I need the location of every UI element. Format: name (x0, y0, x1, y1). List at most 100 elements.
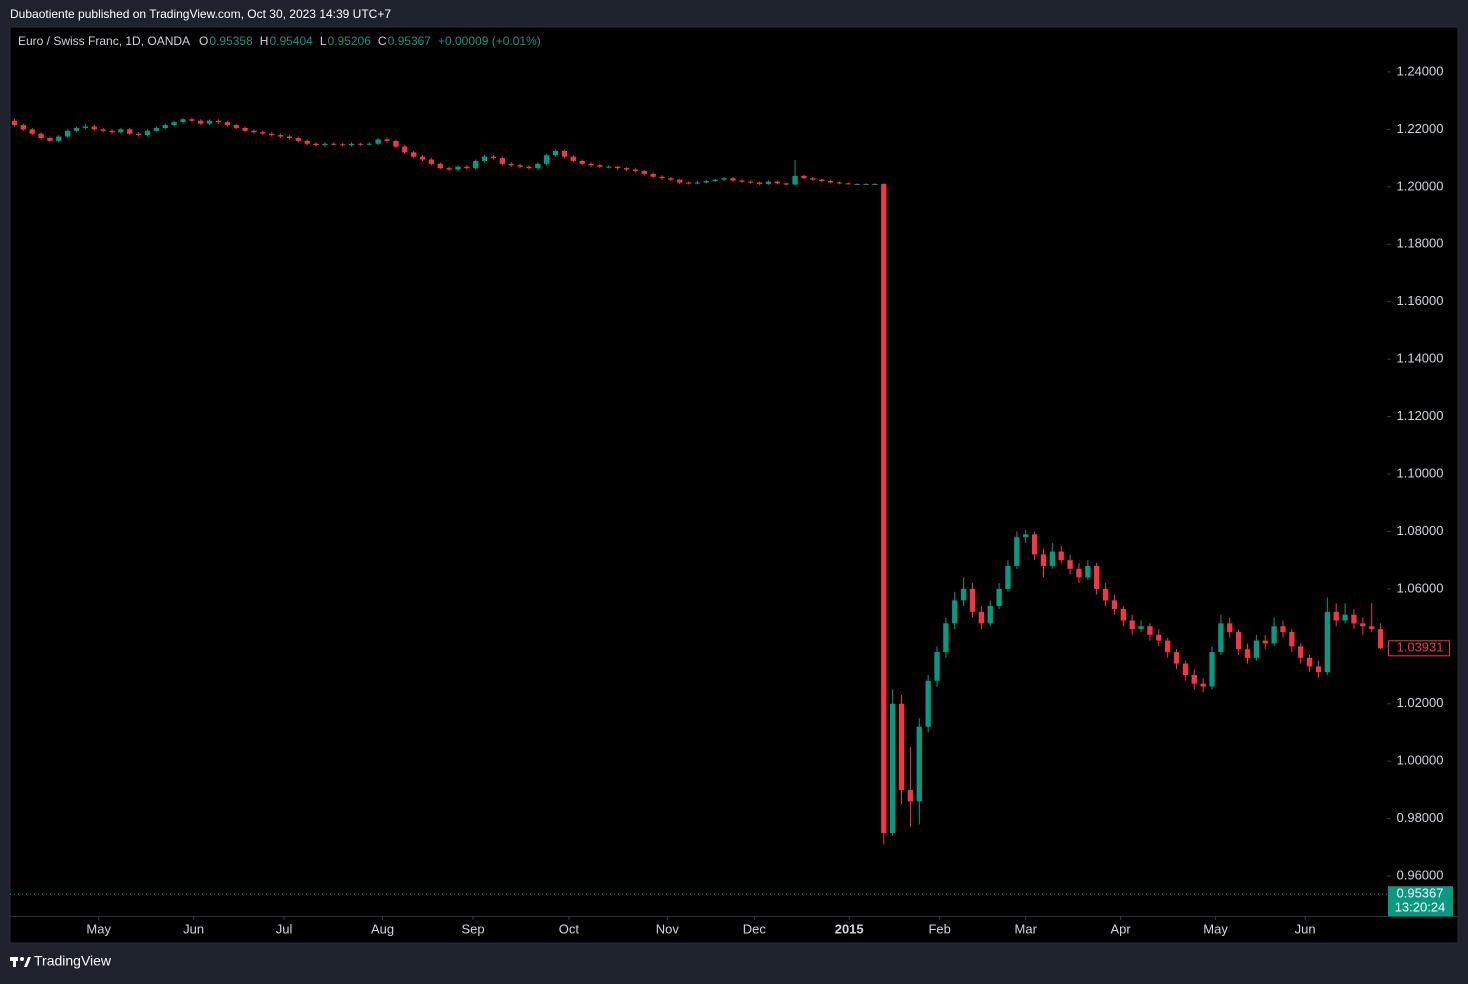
x-tick-label: 2015 (835, 921, 864, 936)
candle-body (952, 600, 958, 624)
candle-body (73, 127, 80, 131)
logo-part (24, 957, 31, 967)
candle-body (535, 163, 541, 169)
candle-body (499, 158, 505, 164)
x-tick-label: Oct (559, 921, 580, 936)
chart-pane (9, 26, 1459, 944)
candle-body (1360, 623, 1366, 627)
candle-body (1306, 657, 1313, 667)
candle-body (322, 143, 328, 146)
candle-body (1165, 640, 1171, 653)
y-tick-label: 0.98000 (1397, 810, 1444, 825)
legend-value: 0.95206 (328, 34, 372, 48)
candle-body (1200, 683, 1206, 687)
legend-value: 0.95367 (388, 34, 432, 48)
x-tick-label: May (86, 921, 111, 936)
candle-body (668, 178, 674, 180)
y-tick-label: 1.14000 (1397, 351, 1444, 366)
candle-body (1085, 565, 1091, 578)
candle-body (730, 178, 736, 181)
candle-body (1253, 640, 1260, 658)
y-tick-label: 1.20000 (1397, 178, 1444, 193)
y-tick-label: 1.06000 (1397, 580, 1444, 595)
candle-body (1040, 554, 1047, 566)
candle-body (1271, 626, 1277, 644)
candle-body (801, 175, 807, 179)
candle-body (1076, 568, 1082, 578)
candle-body (1369, 626, 1375, 630)
candle-body (1023, 534, 1029, 538)
brand-name: TradingView (34, 953, 112, 969)
legend-value: 0.95404 (269, 34, 313, 48)
candle-body (198, 120, 204, 124)
candle-body (251, 130, 257, 133)
candle-body (703, 181, 710, 183)
candle-body (91, 126, 97, 130)
candle-body (1324, 611, 1330, 673)
candle-body (659, 176, 665, 179)
candle-body (960, 588, 967, 601)
candle-body (473, 160, 479, 169)
x-tick-label: Nov (656, 921, 680, 936)
candle-body (1298, 646, 1304, 658)
candle-body (1289, 631, 1295, 647)
countdown-label: 13:20:24 (1395, 900, 1446, 915)
candle-body (854, 183, 860, 185)
candle-body (384, 139, 390, 141)
legend-label: L (320, 34, 327, 48)
candle-body (677, 179, 683, 183)
candle-body (233, 125, 239, 128)
candle-body (748, 181, 754, 183)
candle-body (189, 119, 195, 121)
y-tick-label: 1.12000 (1397, 408, 1444, 423)
x-tick-label: Dec (743, 921, 767, 936)
candle-body (996, 588, 1002, 607)
y-tick-label: 1.10000 (1397, 465, 1444, 480)
candle-body (215, 120, 222, 123)
candle-body (863, 183, 869, 185)
y-tick-label: 1.00000 (1397, 753, 1444, 768)
candle-body (1333, 611, 1339, 621)
candle-body (1058, 551, 1064, 561)
candle-body (934, 652, 940, 681)
candle-body (490, 156, 497, 159)
candle-body (756, 182, 763, 184)
x-tick-label: Sep (461, 921, 484, 936)
candle-body (1094, 565, 1100, 589)
candle-body (20, 125, 26, 130)
x-tick-label: Feb (928, 921, 950, 936)
candle-body (313, 143, 319, 146)
candle-body (1342, 614, 1348, 621)
candle-body (570, 156, 576, 161)
x-tick-label: Jun (183, 921, 204, 936)
chart-title: Euro / Swiss Franc, 1D, OANDA (18, 34, 190, 48)
candle-body (393, 140, 399, 147)
candle-body (127, 129, 133, 134)
price-box (1388, 640, 1450, 657)
candle-body (606, 166, 612, 168)
candle-body (774, 181, 780, 184)
y-tick-label: 0.96000 (1397, 868, 1444, 883)
candle-body (47, 137, 53, 141)
candle-body (792, 175, 798, 185)
candle-body (517, 165, 523, 167)
candle-body (898, 703, 905, 790)
y-tick-label: 1.18000 (1397, 236, 1444, 251)
logo-part (20, 957, 24, 961)
candle-body (162, 125, 168, 128)
candle-body (1102, 588, 1109, 601)
candle-body (1147, 626, 1153, 635)
candle-body (1377, 629, 1384, 649)
candle-body (1049, 551, 1055, 566)
candle-body (872, 183, 878, 185)
candle-body (402, 146, 408, 153)
candle-body (810, 178, 816, 180)
candle-body (552, 150, 559, 156)
candle-body (694, 182, 701, 184)
candle-body (144, 130, 151, 136)
candle-body (544, 155, 550, 164)
candle-body (712, 179, 718, 182)
legend-label: C (378, 34, 387, 48)
candle-body (836, 182, 843, 184)
